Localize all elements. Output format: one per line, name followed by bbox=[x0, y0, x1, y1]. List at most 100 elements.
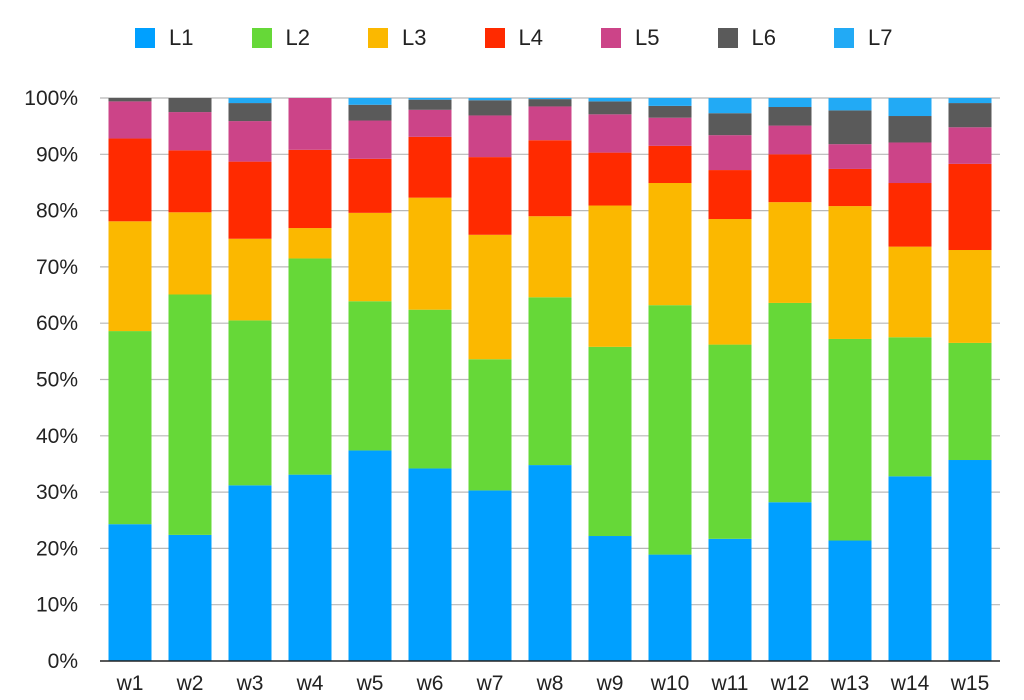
bar-segment-l5-w14 bbox=[888, 142, 932, 184]
bar-segment-l1-w14 bbox=[888, 476, 932, 661]
y-tick-label: 100% bbox=[24, 87, 78, 110]
bar-segment-l4-w11 bbox=[708, 170, 752, 220]
bar-segment-l3-w11 bbox=[708, 219, 752, 345]
bar-segment-l3-w15 bbox=[948, 250, 992, 343]
bar-segment-l7-w9 bbox=[588, 98, 632, 102]
legend-label: L5 bbox=[635, 25, 660, 50]
y-tick-label: 50% bbox=[36, 369, 78, 392]
bar-segment-l2-w11 bbox=[708, 344, 752, 539]
bar-segment-l1-w1 bbox=[108, 524, 152, 661]
legend-label: L1 bbox=[169, 25, 194, 50]
y-tick-label: 10% bbox=[36, 594, 78, 617]
bar-segment-l2-w15 bbox=[948, 342, 992, 461]
legend-label: L3 bbox=[402, 25, 427, 50]
bar-segment-l7-w13 bbox=[828, 98, 872, 111]
bar-segment-l4-w2 bbox=[168, 150, 212, 213]
bar-segment-l5-w8 bbox=[528, 106, 572, 141]
bar-segment-l3-w7 bbox=[468, 234, 512, 360]
y-tick-label: 90% bbox=[36, 143, 78, 166]
bar-segment-l5-w7 bbox=[468, 115, 512, 158]
bar-segment-l7-w14 bbox=[888, 98, 932, 117]
bar-segment-l4-w15 bbox=[948, 163, 992, 251]
bar-segment-l2-w1 bbox=[108, 331, 152, 525]
bar-segment-l4-w5 bbox=[348, 158, 392, 213]
y-tick-label: 0% bbox=[48, 650, 78, 673]
x-tick-label: w7 bbox=[476, 672, 504, 695]
bar-segment-l1-w4 bbox=[288, 474, 332, 661]
bar-segment-l2-w4 bbox=[288, 258, 332, 475]
bar-segment-l1-w13 bbox=[828, 540, 872, 661]
legend-item-l1: L1 bbox=[135, 20, 193, 56]
bar-segment-l7-w6 bbox=[408, 98, 452, 100]
legend-item-l4: L4 bbox=[484, 20, 543, 56]
bar-segment-l5-w6 bbox=[408, 109, 452, 137]
bar-segment-l4-w14 bbox=[888, 183, 932, 247]
x-tick-label: w3 bbox=[236, 672, 264, 695]
bar-segment-l6-w6 bbox=[408, 99, 452, 110]
bar-segment-l5-w3 bbox=[228, 121, 272, 162]
bar-segment-l7-w10 bbox=[648, 98, 692, 106]
x-tick-label: w2 bbox=[176, 672, 204, 695]
bar-segment-l5-w10 bbox=[648, 117, 692, 146]
bar-segment-l7-w8 bbox=[528, 98, 572, 100]
bar-segment-l3-w14 bbox=[888, 246, 932, 338]
bar-segment-l3-w9 bbox=[588, 205, 632, 347]
bar-segment-l7-w11 bbox=[708, 98, 752, 114]
y-tick-label: 40% bbox=[36, 425, 78, 448]
legend-swatch bbox=[834, 28, 854, 48]
bar-segment-l4-w4 bbox=[288, 149, 332, 229]
bar-segment-l5-w5 bbox=[348, 120, 392, 159]
bar-segment-l5-w1 bbox=[108, 101, 152, 139]
legend-swatch bbox=[135, 28, 155, 48]
bar-segment-l6-w15 bbox=[948, 103, 992, 128]
bar-segment-l3-w8 bbox=[528, 216, 572, 298]
x-tick-label: w11 bbox=[711, 672, 749, 695]
legend-swatch bbox=[368, 28, 388, 48]
x-tick-label: w13 bbox=[830, 672, 870, 695]
bar-segment-l1-w9 bbox=[588, 536, 632, 661]
bar-segment-l6-w13 bbox=[828, 110, 872, 145]
bar-segment-l6-w1 bbox=[108, 98, 152, 102]
bar-segment-l1-w15 bbox=[948, 460, 992, 661]
bar-segment-l4-w3 bbox=[228, 161, 272, 239]
bar-segment-l4-w6 bbox=[408, 136, 452, 198]
bar-segment-l2-w12 bbox=[768, 302, 812, 503]
legend-swatch bbox=[717, 28, 738, 48]
bar-segment-l5-w4 bbox=[288, 98, 332, 150]
bar-segment-l2-w14 bbox=[888, 337, 932, 477]
x-tick-label: w10 bbox=[650, 672, 690, 695]
bar-segment-l3-w5 bbox=[348, 212, 392, 302]
bar-segment-l2-w5 bbox=[348, 301, 392, 451]
legend-swatch bbox=[251, 28, 272, 48]
bar-segment-l2-w10 bbox=[648, 305, 692, 555]
legend-item-l6: L6 bbox=[717, 20, 776, 56]
bar-segment-l2-w9 bbox=[588, 346, 632, 537]
bar-segment-l2-w8 bbox=[528, 297, 572, 466]
bar-segment-l1-w3 bbox=[228, 485, 272, 661]
y-tick-label: 30% bbox=[36, 481, 78, 504]
bar-segment-l2-w7 bbox=[468, 359, 512, 491]
bar-segment-l1-w2 bbox=[168, 534, 212, 661]
bar-segment-l2-w2 bbox=[168, 294, 212, 535]
bar-segment-l5-w9 bbox=[588, 114, 632, 153]
bar-segment-l6-w2 bbox=[168, 98, 212, 113]
bar-segment-l6-w7 bbox=[468, 100, 512, 116]
x-tick-label: w1 bbox=[116, 672, 144, 695]
legend-item-l5: L5 bbox=[601, 20, 659, 56]
bar-segment-l4-w12 bbox=[768, 154, 812, 203]
bar-segment-l4-w1 bbox=[108, 138, 152, 222]
legend-label: L2 bbox=[285, 25, 310, 50]
bar-segment-l6-w5 bbox=[348, 104, 392, 121]
legend-swatch bbox=[601, 28, 621, 48]
legend-label: L7 bbox=[868, 25, 893, 50]
bar-segment-l4-w9 bbox=[588, 152, 632, 206]
bar-segment-l7-w3 bbox=[228, 98, 272, 104]
bar-segment-l6-w14 bbox=[888, 116, 932, 143]
bar-segment-l3-w2 bbox=[168, 212, 212, 295]
y-tick-label: 60% bbox=[36, 312, 78, 335]
bar-segment-l4-w8 bbox=[528, 140, 572, 217]
chart-legend: L1 L2 L3 L4 L5 L6 L7 bbox=[0, 20, 1024, 56]
legend-swatch bbox=[484, 28, 505, 48]
bar-segment-l1-w12 bbox=[768, 502, 812, 661]
bar-segment-l7-w5 bbox=[348, 98, 392, 105]
